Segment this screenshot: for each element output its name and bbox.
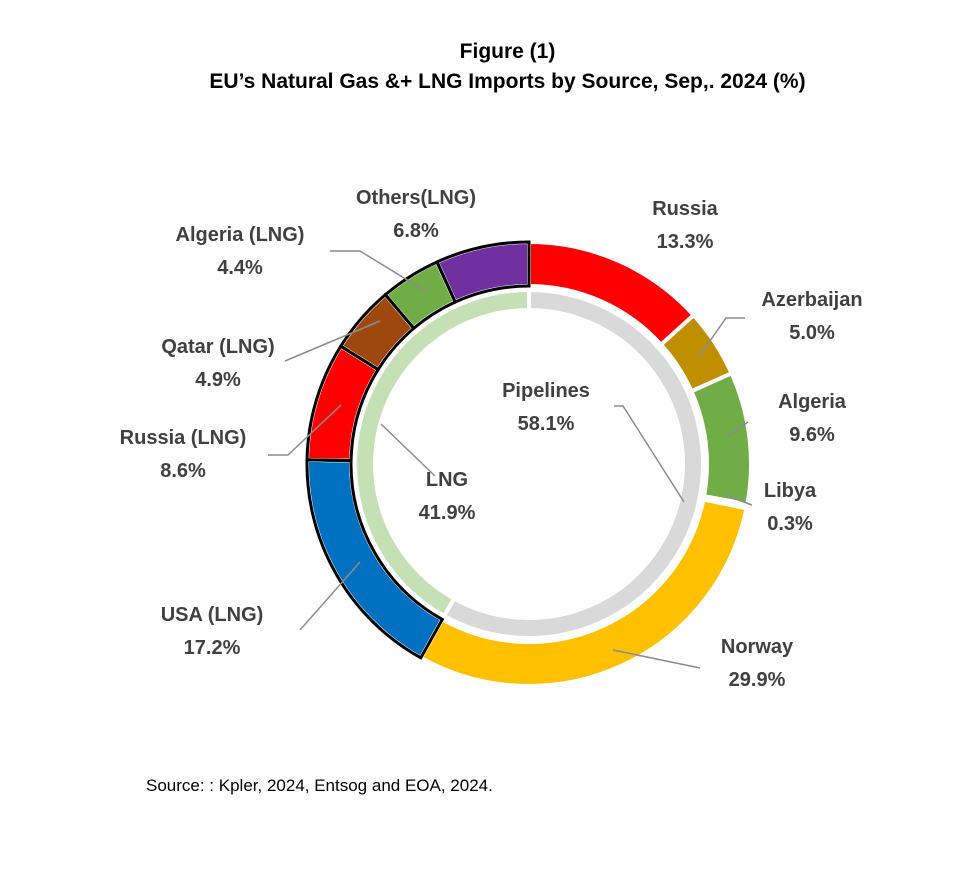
- inner-lng-value: 41.9%: [419, 502, 476, 524]
- lng-outline-others-lng: [435, 240, 531, 304]
- outer-azerbaijan-label: Azerbaijan: [761, 289, 862, 311]
- inner-pipelines-value: 58.1%: [518, 413, 575, 435]
- title-line-1: Figure (1): [459, 40, 556, 63]
- outer-algeria-leader-line: [726, 421, 749, 438]
- inner-pipelines-label: Pipelines: [502, 380, 590, 402]
- title-line-2: EU’s Natural Gas &+ LNG Imports by Sourc…: [209, 70, 806, 93]
- outer-algeria-lng-leader-line: [330, 250, 428, 293]
- outer-others-lng-label: Others(LNG): [356, 187, 476, 209]
- outer-norway-label: Norway: [721, 636, 794, 658]
- source-note: Source: : Kpler, 2024, Entsog and EOA, 2…: [146, 776, 493, 795]
- outer-qatar-lng-value: 4.9%: [195, 369, 241, 391]
- data-labels: Russia 13.3% Azerbaijan 5.0% Algeria 9.6% Liby…: [120, 187, 863, 691]
- outer-russia-value: 13.3%: [657, 231, 714, 253]
- outer-azerbaijan-leader-line: [697, 317, 745, 359]
- outer-slice-norway: [418, 497, 749, 688]
- outer-libya-value: 0.3%: [767, 513, 813, 535]
- outer-russia-lng-value: 8.6%: [160, 460, 206, 482]
- outer-algeria-value: 9.6%: [789, 424, 835, 446]
- outer-others-lng-value: 6.8%: [393, 220, 439, 242]
- outer-libya-leader-line: [724, 494, 753, 506]
- inner-lng-label: LNG: [426, 469, 468, 491]
- outer-qatar-lng-leader-line: [284, 320, 381, 362]
- inner-ring: [353, 287, 705, 640]
- outer-norway-leader-line: [612, 649, 701, 669]
- lng-group-outline: [305, 240, 531, 660]
- inner-slice-lng: [353, 287, 531, 619]
- leader-lines: [268, 250, 753, 669]
- outer-qatar-lng-label: Qatar (LNG): [161, 336, 274, 358]
- inner-lng-leader-line: [380, 423, 436, 477]
- outer-russia-label: Russia: [652, 198, 718, 220]
- outer-usa-lng-leader-line: [299, 561, 361, 631]
- outer-algeria-lng-label: Algeria (LNG): [176, 224, 305, 246]
- outer-norway-value: 29.9%: [729, 669, 786, 691]
- chart-title: Figure (1) EU’s Natural Gas &+ LNG Impor…: [0, 40, 975, 94]
- outer-algeria-lng-value: 4.4%: [217, 257, 263, 279]
- outer-usa-lng-value: 17.2%: [184, 637, 241, 659]
- outer-libya-label: Libya: [764, 480, 817, 502]
- outer-russia-lng-label: Russia (LNG): [120, 427, 247, 449]
- outer-russia-lng-leader-line: [268, 404, 342, 456]
- outer-azerbaijan-value: 5.0%: [789, 322, 835, 344]
- inner-pipelines-leader-line: [614, 405, 685, 503]
- outer-usa-lng-label: USA (LNG): [161, 604, 264, 626]
- outer-algeria-label: Algeria: [778, 391, 847, 413]
